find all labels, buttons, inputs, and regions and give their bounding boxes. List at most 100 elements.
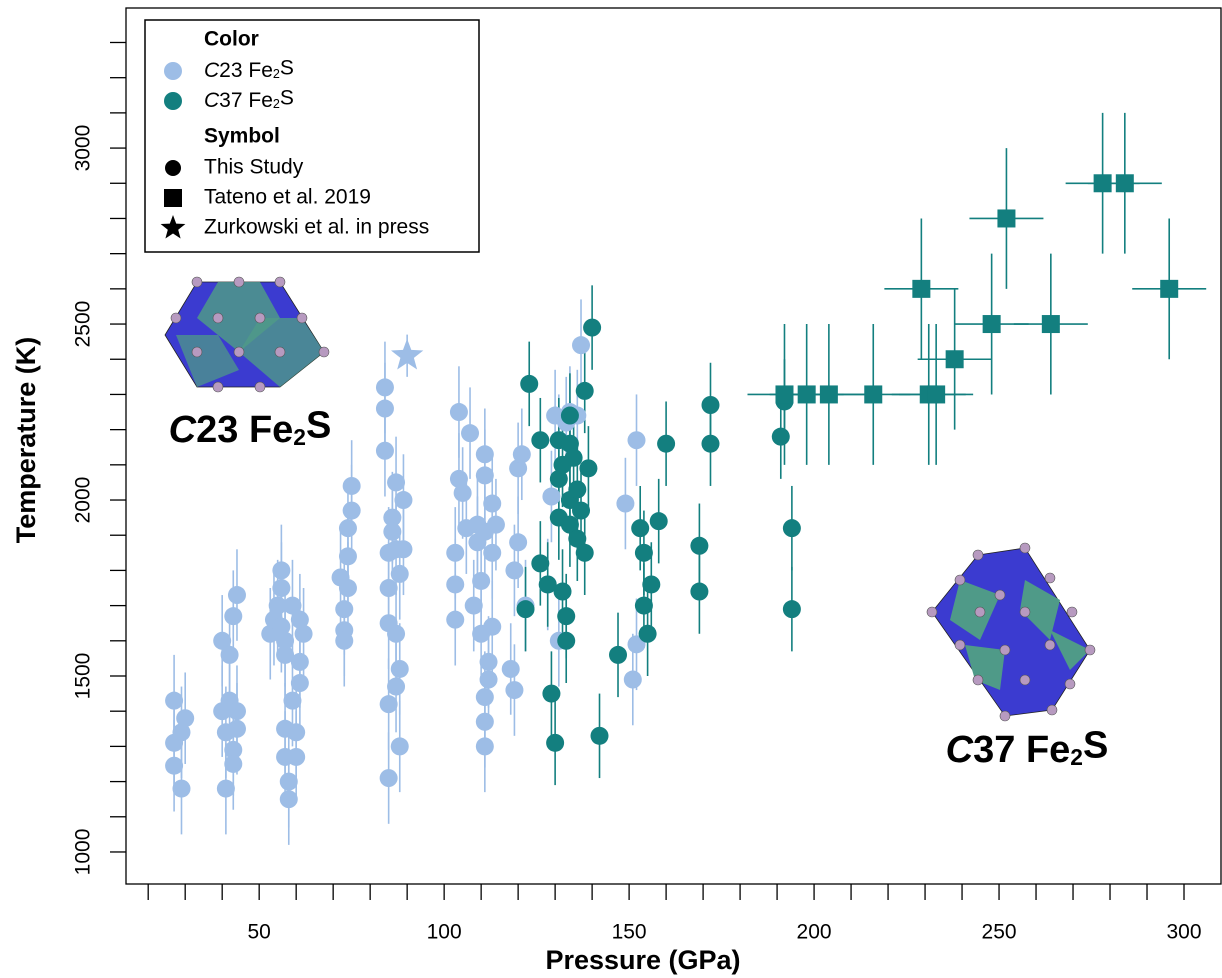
- point: [631, 519, 650, 538]
- point: [390, 737, 409, 756]
- point: [634, 543, 653, 562]
- point: [475, 688, 494, 707]
- point: [590, 726, 609, 745]
- point: [690, 582, 709, 601]
- point: [227, 586, 246, 605]
- point: [224, 607, 243, 626]
- point: [283, 596, 302, 615]
- x-tick-label: 300: [1166, 921, 1201, 944]
- point: [568, 529, 587, 548]
- point: [483, 617, 502, 636]
- point: [557, 631, 576, 650]
- point: [516, 600, 535, 619]
- legend-box: [144, 19, 480, 253]
- point: [690, 536, 709, 555]
- point: [782, 519, 801, 538]
- y-tick-label: 3000: [72, 125, 95, 172]
- point: [483, 494, 502, 513]
- legend-label: C37 Fe2S: [204, 86, 294, 112]
- legend-label: C23 Fe2S: [204, 56, 294, 82]
- point: [338, 519, 357, 538]
- point: [272, 579, 291, 598]
- point: [453, 483, 472, 502]
- point: [279, 790, 298, 809]
- x-tick-label: 200: [797, 921, 832, 944]
- point: [579, 459, 598, 478]
- point: [387, 677, 406, 696]
- point: [213, 631, 232, 650]
- point: [446, 575, 465, 594]
- point: [997, 209, 1016, 228]
- point: [560, 434, 579, 453]
- point: [379, 769, 398, 788]
- point: [572, 336, 591, 355]
- point: [342, 476, 361, 495]
- point: [1041, 315, 1060, 334]
- point: [782, 600, 801, 619]
- legend-swatch: [164, 92, 182, 110]
- point: [560, 406, 579, 425]
- y-tick-label: 2500: [72, 301, 95, 348]
- point: [771, 427, 790, 446]
- point: [387, 624, 406, 643]
- point: [172, 723, 191, 742]
- point: [272, 617, 291, 636]
- point: [383, 508, 402, 527]
- point: [564, 448, 583, 467]
- point: [553, 582, 572, 601]
- point: [383, 522, 402, 541]
- point: [945, 350, 964, 369]
- point: [342, 501, 361, 520]
- point: [509, 459, 528, 478]
- point: [609, 645, 628, 664]
- point: [335, 631, 354, 650]
- point: [542, 684, 561, 703]
- point: [464, 596, 483, 615]
- point: [475, 712, 494, 731]
- legend: Color C23 Fe2S C37 Fe2S Symbol This Study Tat…: [144, 19, 480, 253]
- point: [287, 723, 306, 742]
- point: [1093, 174, 1112, 193]
- point: [531, 554, 550, 573]
- point: [165, 691, 184, 710]
- point: [394, 540, 413, 559]
- point: [505, 561, 524, 580]
- point: [449, 403, 468, 422]
- point: [479, 670, 498, 689]
- point: [568, 480, 587, 499]
- crystal-c37: [926, 542, 1096, 722]
- points: [165, 174, 1179, 809]
- legend-label: Tateno et al. 2019: [204, 186, 371, 209]
- point: [560, 515, 579, 534]
- point: [338, 579, 357, 598]
- point: [165, 756, 184, 775]
- point: [375, 399, 394, 418]
- point: [387, 473, 406, 492]
- point: [475, 737, 494, 756]
- point: [583, 318, 602, 337]
- point: [505, 681, 524, 700]
- legend-title: Color: [204, 28, 259, 51]
- x-tick-label: 150: [612, 921, 647, 944]
- point: [982, 315, 1001, 334]
- point: [634, 596, 653, 615]
- annotation: C23 Fe2S: [169, 404, 332, 451]
- point: [638, 624, 657, 643]
- y-axis-title: Temperature (K): [11, 337, 41, 544]
- point: [486, 515, 505, 534]
- legend-symbol: [164, 189, 182, 207]
- x-axis-title: Pressure (GPa): [545, 945, 740, 975]
- point: [472, 571, 491, 590]
- point: [627, 431, 646, 450]
- point: [512, 445, 531, 464]
- crystal-c23: [164, 276, 330, 393]
- point: [549, 469, 568, 488]
- point: [649, 512, 668, 531]
- legend-symbol: [160, 215, 186, 239]
- point: [461, 424, 480, 443]
- point: [475, 466, 494, 485]
- point: [390, 659, 409, 678]
- point: [509, 533, 528, 552]
- point: [224, 754, 243, 773]
- point: [475, 445, 494, 464]
